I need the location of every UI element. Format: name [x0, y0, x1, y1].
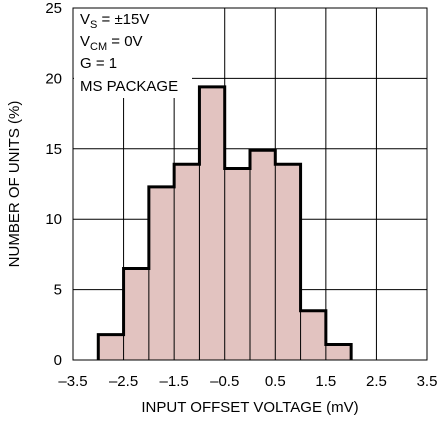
y-tick-label: 0	[54, 352, 62, 369]
histogram-bar	[123, 268, 149, 360]
x-tick-label: –1.5	[160, 373, 189, 390]
annotation-line: VS = ±15V	[80, 11, 149, 31]
y-tick-label: 20	[45, 70, 62, 87]
annotation-line: MS PACKAGE	[80, 78, 178, 95]
histogram-bars	[96, 85, 353, 361]
histogram-bar	[300, 310, 326, 360]
annotation-line: G = 1	[80, 55, 117, 72]
x-tick-label: –0.5	[210, 373, 239, 390]
histogram-bar	[98, 334, 124, 360]
y-tick-label: 25	[45, 0, 62, 17]
x-tick-label: 0.5	[265, 373, 286, 390]
x-tick-label: –3.5	[58, 373, 87, 390]
plot-frame	[72, 7, 428, 361]
histogram-outline	[96, 85, 353, 360]
x-tick-label: 2.5	[366, 373, 387, 390]
y-tick-label: 15	[45, 141, 62, 158]
histogram-bar	[325, 344, 352, 360]
annotation-line: VCM = 0V	[80, 33, 143, 53]
y-tick-labels: 0 5 10 15 20 25	[45, 0, 62, 369]
y-tick-label: 10	[45, 211, 62, 228]
histogram-bar	[224, 168, 250, 360]
histogram-bar	[148, 186, 175, 360]
histogram-bar	[174, 164, 200, 360]
x-tick-label: –2.5	[109, 373, 138, 390]
x-tick-label: 1.5	[315, 373, 336, 390]
y-axis-label: NUMBER OF UNITS (%)	[6, 101, 23, 268]
x-tick-label: 3.5	[417, 373, 438, 390]
x-tick-labels: –3.5 –2.5 –1.5 –0.5 0.5 1.5 2.5 3.5	[58, 373, 437, 390]
x-axis-label: INPUT OFFSET VOLTAGE (mV)	[141, 399, 358, 416]
annotation-box	[74, 5, 192, 98]
histogram-bar	[250, 150, 276, 360]
histogram-bar	[275, 164, 301, 360]
histogram-bar	[199, 86, 225, 361]
y-tick-label: 5	[54, 282, 62, 299]
